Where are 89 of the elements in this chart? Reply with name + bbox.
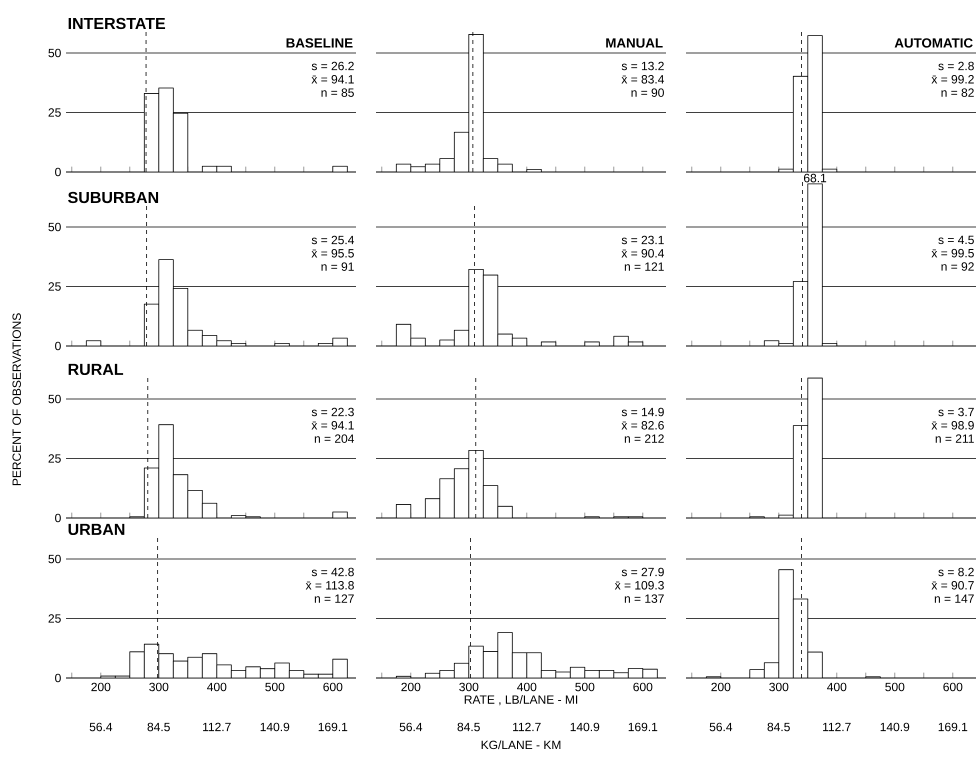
annotation: s = 14.9 xyxy=(622,408,664,416)
annotation: x̄ = 90.4 xyxy=(622,249,664,258)
x2-tick-label: 56.4 xyxy=(710,722,732,732)
annotation: n = 127 xyxy=(314,594,354,603)
x2-tick-label: 169.1 xyxy=(318,722,348,732)
chart-subtitle: RURAL xyxy=(68,364,124,376)
x2-tick-label: 140.9 xyxy=(880,722,910,732)
x-tick-label: 400 xyxy=(207,682,226,692)
annotation: s = 26.2 xyxy=(312,62,354,70)
text: MANUAL xyxy=(606,38,663,48)
annotation: x̄ = 99.2 xyxy=(932,75,974,84)
y-tick-label: 25 xyxy=(48,614,61,623)
x2-axis-title: KG/LANE - KM xyxy=(482,740,560,750)
x-tick-label: 500 xyxy=(575,682,594,692)
x2-tick-label: 112.7 xyxy=(513,722,541,732)
annotation: x̄ = 113.8 xyxy=(306,581,354,590)
text: AUTOMATIC xyxy=(894,38,973,48)
y-tick-label: 50 xyxy=(48,48,61,58)
chart-subtitle: URBAN xyxy=(68,524,124,536)
y-tick-label: 25 xyxy=(48,108,61,117)
y-tick-label: 0 xyxy=(55,674,61,682)
x2-tick-label: 140.9 xyxy=(260,722,290,732)
annotation: s = 42.8 xyxy=(312,568,354,576)
annotation: x̄ = 82.6 xyxy=(622,421,664,430)
x2-tick-label: 169.1 xyxy=(938,722,968,732)
annotation: n = 204 xyxy=(314,434,354,443)
x2-tick-label: 140.9 xyxy=(570,722,600,732)
y-tick-label: 25 xyxy=(48,282,61,291)
x-tick-label: 500 xyxy=(885,682,904,692)
x2-tick-label: 169.1 xyxy=(628,722,658,732)
annotation: n = 85 xyxy=(322,88,354,97)
data-label: 68.1 xyxy=(804,174,826,182)
x2-tick-label: 84.5 xyxy=(768,722,790,732)
annotation: s = 25.4 xyxy=(312,236,354,244)
y-tick-label: 25 xyxy=(48,454,61,463)
x2-tick-label: 56.4 xyxy=(400,722,422,732)
annotation: x̄ = 94.1 xyxy=(312,75,354,84)
annotation: s = 23.1 xyxy=(622,236,664,244)
annotation: x̄ = 90.7 xyxy=(932,581,974,590)
chart-subtitle: SUBURBAN xyxy=(68,192,158,204)
y-tick-label: 0 xyxy=(55,514,61,522)
y-tick-label: 50 xyxy=(48,394,61,404)
x2-tick-label: 112.7 xyxy=(823,722,851,732)
x2-tick-label: 56.4 xyxy=(90,722,112,732)
x-tick-label: 500 xyxy=(265,682,284,692)
annotation: s = 22.3 xyxy=(312,408,354,416)
text: BASELINE xyxy=(286,38,353,48)
x2-tick-label: 84.5 xyxy=(458,722,480,732)
annotation: n = 92 xyxy=(942,262,974,271)
annotation: n = 90 xyxy=(632,88,664,97)
x-tick-label: 200 xyxy=(91,682,110,692)
x-tick-label: 600 xyxy=(633,682,652,692)
annotation: s = 2.8 xyxy=(938,62,974,70)
annotation: s = 27.9 xyxy=(622,568,664,576)
annotation: x̄ = 95.5 xyxy=(312,249,354,258)
y-tick-label: 50 xyxy=(48,554,61,564)
annotation: s = 8.2 xyxy=(938,568,974,576)
y-axis-title: PERCENT OF OBSERVATIONS xyxy=(12,313,21,486)
annotation: s = 3.7 xyxy=(938,408,974,416)
annotation: n = 212 xyxy=(624,434,664,443)
x-tick-label: 300 xyxy=(769,682,788,692)
x2-tick-label: 112.7 xyxy=(203,722,231,732)
x-axis-title: RATE , LB/LANE - MI xyxy=(464,695,578,706)
annotation: x̄ = 83.4 xyxy=(622,75,664,84)
annotation: n = 137 xyxy=(624,594,664,603)
x-tick-label: 600 xyxy=(323,682,342,692)
chart-subtitle: INTERSTATE xyxy=(68,18,166,30)
annotation: n = 211 xyxy=(936,434,974,443)
annotation: n = 91 xyxy=(322,262,354,271)
x-tick-label: 300 xyxy=(459,682,478,692)
annotation: x̄ = 99.5 xyxy=(932,248,974,258)
annotation: s = 4.5 xyxy=(938,236,974,244)
y-tick-label: 0 xyxy=(55,342,61,350)
annotation: s = 13.2 xyxy=(622,62,664,70)
x-tick-label: 400 xyxy=(827,682,846,692)
y-tick-label: 50 xyxy=(48,222,61,232)
y-tick-label: 0 xyxy=(55,168,61,176)
annotation: x̄ = 94.1 xyxy=(312,421,354,430)
annotation: x̄ = 98.9 xyxy=(932,421,974,430)
x-tick-label: 400 xyxy=(517,682,536,692)
x2-tick-label: 84.5 xyxy=(148,722,170,732)
annotation: x̄ = 109.3 xyxy=(614,581,664,590)
x-tick-label: 200 xyxy=(711,682,730,692)
annotation: n = 121 xyxy=(624,262,664,271)
x-tick-label: 600 xyxy=(943,682,962,692)
x-tick-label: 300 xyxy=(149,682,168,692)
x-tick-label: 200 xyxy=(401,682,420,692)
annotation: n = 147 xyxy=(934,594,974,603)
annotation: n = 82 xyxy=(942,88,974,97)
